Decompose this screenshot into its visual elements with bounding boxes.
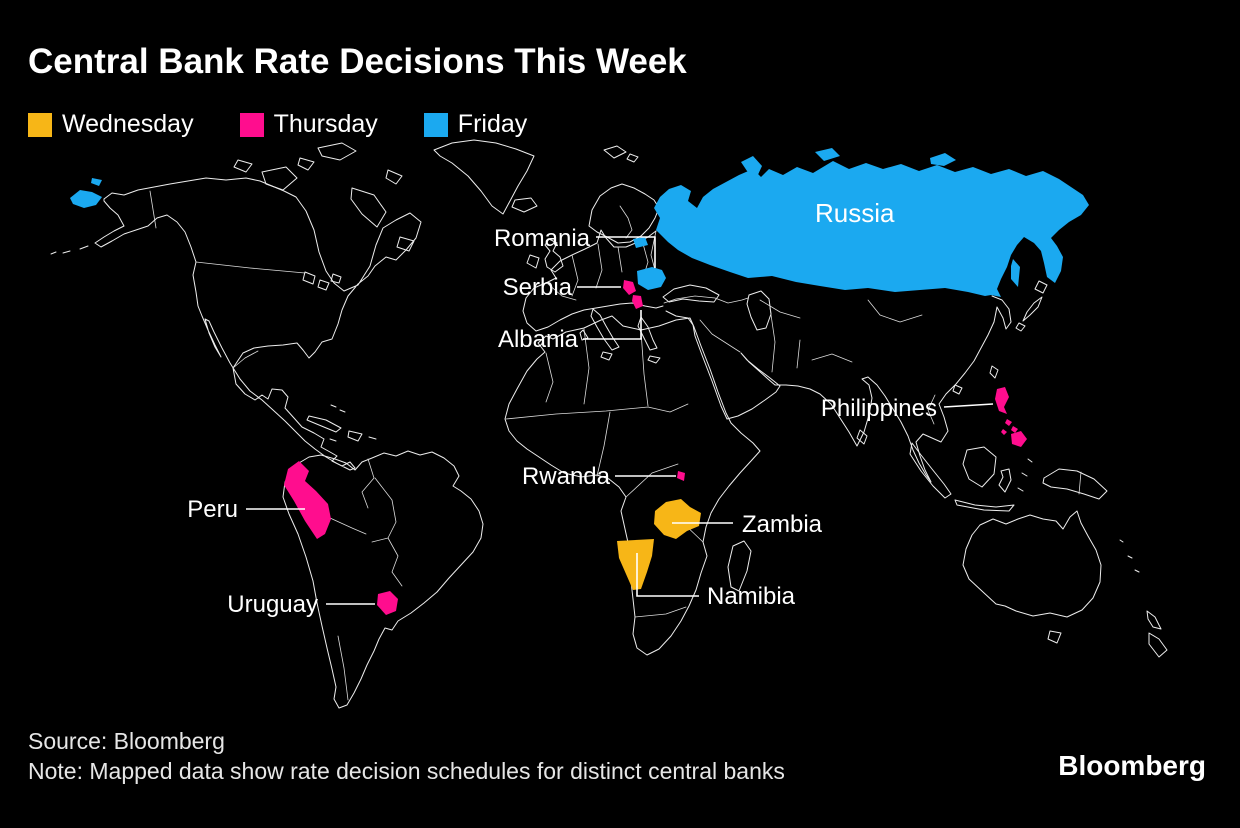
taiwan bbox=[989, 365, 999, 379]
caribbean-islands bbox=[306, 404, 377, 442]
country-peru bbox=[284, 461, 331, 539]
footer: Source: Bloomberg Note: Mapped data show… bbox=[28, 726, 785, 786]
united-kingdom bbox=[544, 238, 564, 273]
landmass-south-america bbox=[282, 450, 484, 709]
new-guinea bbox=[1042, 468, 1108, 500]
legend-item-friday: Friday bbox=[423, 110, 528, 139]
leader-line-namibia bbox=[636, 553, 699, 597]
tasmania bbox=[1047, 630, 1062, 644]
legend: Wednesday Thursday Friday bbox=[28, 110, 527, 139]
label-namibia: Namibia bbox=[707, 583, 796, 610]
landmass-europe bbox=[522, 229, 664, 332]
country-russia-kaliningrad bbox=[633, 237, 648, 248]
world-landmasses bbox=[50, 139, 1168, 709]
label-albania: Albania bbox=[498, 326, 579, 353]
us-canada-border bbox=[195, 261, 306, 274]
label-romania: Romania bbox=[494, 225, 591, 252]
legend-label-thursday: Thursday bbox=[273, 110, 378, 138]
turkey-caucasus-coast bbox=[663, 295, 749, 304]
label-rwanda: Rwanda bbox=[522, 463, 611, 490]
country-russia bbox=[654, 161, 1089, 297]
legend-label-friday: Friday bbox=[457, 110, 528, 138]
greece bbox=[637, 316, 661, 364]
us-mexico-border bbox=[232, 350, 259, 369]
legend-label-wednesday: Wednesday bbox=[62, 110, 194, 138]
friday-swatch-icon bbox=[423, 112, 448, 137]
country-romania bbox=[637, 267, 666, 290]
sumatra bbox=[909, 442, 952, 499]
java bbox=[954, 499, 1015, 512]
label-peru: Peru bbox=[187, 496, 238, 523]
europe-borders bbox=[547, 230, 657, 301]
landmass-africa bbox=[504, 315, 761, 656]
legend-item-wednesday: Wednesday bbox=[28, 110, 194, 139]
madagascar bbox=[727, 540, 752, 592]
source-text: Source: Bloomberg bbox=[28, 728, 225, 754]
highlighted-countries bbox=[70, 148, 1089, 615]
thursday-swatch-icon bbox=[239, 112, 264, 137]
alaska-canada-border bbox=[149, 190, 157, 229]
iceland bbox=[511, 197, 538, 213]
label-uruguay: Uruguay bbox=[227, 591, 318, 618]
country-philippines bbox=[995, 387, 1027, 447]
country-albania bbox=[632, 295, 643, 309]
greenland bbox=[433, 139, 535, 215]
ireland bbox=[526, 254, 540, 269]
legend-item-thursday: Thursday bbox=[239, 110, 378, 139]
leader-line-albania bbox=[583, 310, 642, 340]
country-rwanda bbox=[677, 471, 685, 481]
country-zambia bbox=[654, 499, 701, 539]
south-america-borders bbox=[329, 458, 403, 701]
label-philippines: Philippines bbox=[821, 395, 937, 422]
country-russia-sakhalin bbox=[1011, 259, 1020, 287]
bloomberg-logo: Bloomberg bbox=[1058, 750, 1206, 781]
country-uruguay bbox=[377, 591, 398, 615]
note-text: Note: Mapped data show rate decision sch… bbox=[28, 758, 785, 784]
pacific-islands bbox=[1119, 539, 1140, 573]
sri-lanka bbox=[856, 429, 868, 445]
new-zealand bbox=[1146, 610, 1168, 658]
hainan bbox=[952, 384, 963, 395]
australia bbox=[962, 510, 1102, 618]
landmass-north-america bbox=[94, 177, 422, 471]
landmass-asia bbox=[665, 295, 1012, 483]
country-labels: Russia Romania Serbia Albania Philippine… bbox=[187, 198, 937, 618]
newfoundland bbox=[396, 236, 415, 252]
wednesday-swatch-icon bbox=[28, 112, 52, 137]
leader-lines bbox=[246, 236, 994, 605]
black-sea bbox=[662, 284, 720, 303]
country-russia-chukotka-west bbox=[70, 178, 102, 208]
label-russia: Russia bbox=[815, 198, 895, 228]
country-serbia bbox=[623, 280, 636, 295]
label-serbia: Serbia bbox=[503, 274, 573, 301]
italy bbox=[579, 308, 620, 361]
great-lakes bbox=[302, 271, 342, 291]
country-namibia bbox=[617, 539, 654, 590]
leader-line-philippines bbox=[943, 403, 994, 408]
gulf-of-bothnia bbox=[619, 205, 633, 239]
arctic-islands bbox=[233, 142, 403, 228]
label-zambia: Zambia bbox=[742, 511, 823, 538]
asia-borders bbox=[699, 299, 936, 425]
page-title: Central Bank Rate Decisions This Week bbox=[28, 42, 687, 81]
japan bbox=[1015, 280, 1048, 332]
leader-line-romania bbox=[596, 236, 656, 268]
svalbard bbox=[603, 145, 639, 163]
aleutian-islands bbox=[50, 245, 89, 255]
sulawesi bbox=[998, 458, 1033, 493]
new-guinea-border bbox=[1078, 471, 1082, 495]
caspian-sea bbox=[746, 290, 772, 331]
borneo bbox=[962, 446, 997, 488]
